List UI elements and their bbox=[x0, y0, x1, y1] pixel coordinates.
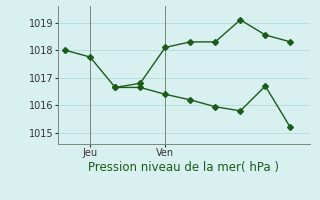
X-axis label: Pression niveau de la mer( hPa ): Pression niveau de la mer( hPa ) bbox=[89, 161, 279, 174]
